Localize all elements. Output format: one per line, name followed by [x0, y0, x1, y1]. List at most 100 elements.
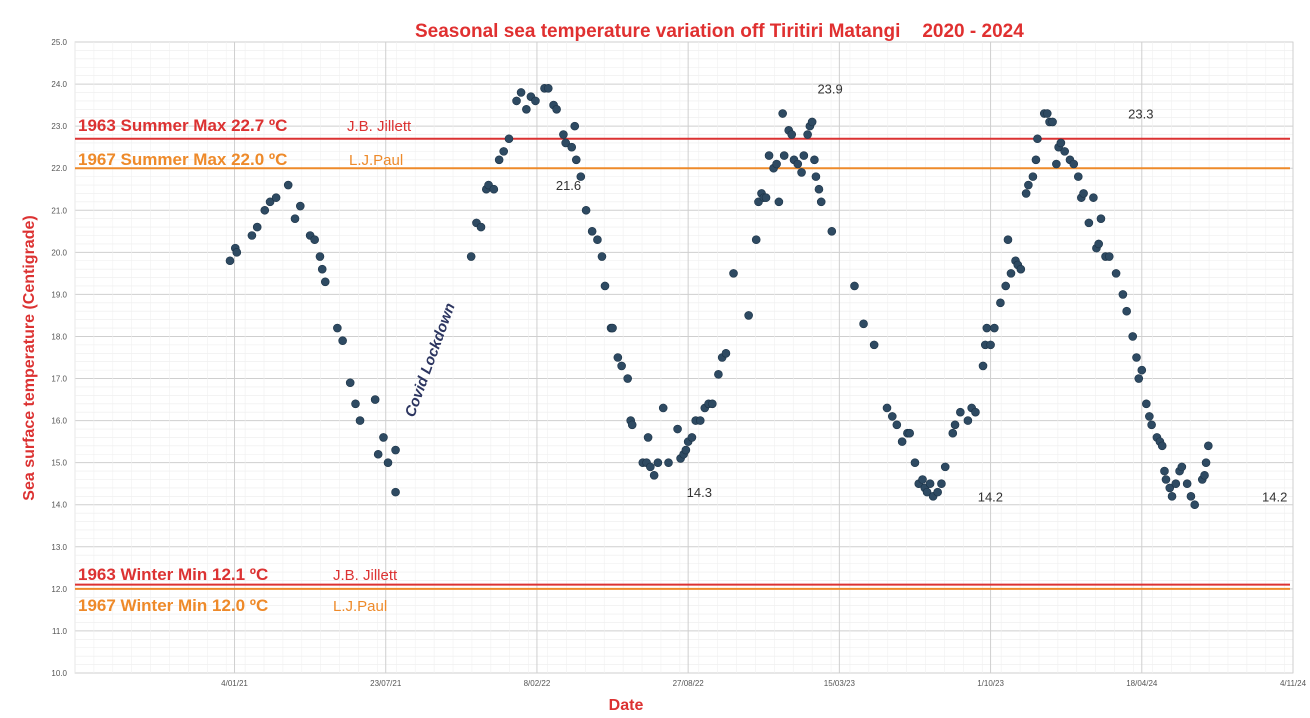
data-point	[559, 130, 568, 139]
x-tick-label: 23/07/21	[370, 679, 402, 688]
data-point	[1104, 252, 1114, 261]
data-point	[687, 433, 697, 442]
y-tick-label: 12.0	[51, 585, 67, 594]
reference-lines: 1963 Summer Max 22.7 ºC J.B. Jillett 1967 …	[75, 116, 1290, 615]
data-point	[571, 155, 581, 165]
data-point	[1006, 269, 1016, 278]
data-point	[778, 109, 787, 118]
data-point	[948, 428, 958, 438]
value-annotation: 14.3	[687, 485, 712, 500]
data-point	[653, 458, 663, 467]
data-point	[379, 433, 388, 442]
data-point	[1111, 269, 1121, 278]
data-point	[561, 138, 570, 148]
data-point	[695, 416, 705, 425]
data-point	[774, 197, 784, 207]
data-point	[982, 323, 992, 333]
data-point	[317, 264, 327, 274]
data-point	[593, 235, 602, 245]
y-tick-labels: 10.0 11.0 12.0 13.0 14.0 15.0 16.0 17.0 18.0 19.0…	[51, 38, 67, 678]
data-point	[810, 155, 819, 165]
data-point	[905, 428, 914, 438]
data-point	[910, 458, 920, 467]
y-tick-label: 19.0	[51, 290, 67, 299]
data-point	[1021, 189, 1031, 198]
data-point	[608, 323, 617, 333]
data-point	[1056, 138, 1066, 148]
data-point	[937, 479, 946, 489]
data-point	[996, 298, 1005, 308]
data-point	[1003, 235, 1013, 245]
plot-area	[74, 41, 1294, 674]
data-point	[1016, 264, 1026, 274]
data-point	[869, 340, 879, 350]
data-point	[963, 416, 973, 425]
data-point	[918, 475, 927, 484]
data-point	[1190, 500, 1200, 510]
grid	[74, 41, 1294, 674]
y-tick-label: 11.0	[52, 627, 68, 636]
data-point	[512, 96, 521, 106]
x-tick-label: 4/11/24	[1280, 679, 1307, 688]
data-point	[721, 348, 731, 358]
data-point	[531, 96, 540, 106]
data-point	[576, 172, 586, 181]
data-point	[1024, 180, 1033, 190]
y-axis-title: Sea surface temperature (Centigrade)	[21, 215, 38, 500]
data-point	[552, 105, 561, 114]
data-point	[1145, 412, 1154, 421]
data-point	[516, 88, 526, 97]
data-point	[811, 172, 821, 181]
reference-line-label: 1967 Summer Max 22.0 ºC	[78, 150, 287, 169]
reference-line-author: J.B. Jillett	[333, 567, 398, 584]
data-point	[466, 252, 476, 261]
value-annotation: 21.6	[556, 178, 581, 193]
x-tick-label: 27/08/22	[673, 679, 705, 688]
data-point	[803, 130, 812, 139]
data-point	[587, 227, 597, 236]
data-point	[597, 252, 607, 261]
data-point	[950, 420, 960, 430]
data-point	[1165, 483, 1175, 493]
reference-line-label: 1967 Winter Min 12.0 ºC	[78, 596, 268, 615]
data-point	[252, 222, 262, 232]
y-tick-label: 18.0	[51, 332, 67, 341]
data-point	[581, 205, 591, 215]
data-point	[933, 487, 942, 497]
reference-line-label: 1963 Summer Max 22.7 ºC	[78, 116, 287, 135]
data-point	[355, 416, 365, 425]
x-tick-label: 18/04/24	[1126, 679, 1158, 688]
data-point	[708, 399, 717, 409]
x-tick-labels: 4/01/21 23/07/21 8/02/22 27/08/22 15/03/23 1/…	[221, 679, 1306, 688]
data-point	[1137, 365, 1147, 375]
x-tick-label: 15/03/23	[824, 679, 856, 688]
data-point	[761, 193, 771, 202]
value-annotation: 23.9	[817, 81, 842, 96]
y-tick-label: 16.0	[51, 417, 67, 426]
data-point	[1182, 479, 1192, 489]
data-point	[649, 470, 659, 480]
value-annotation: 14.2	[1262, 489, 1287, 504]
data-point	[370, 395, 380, 404]
data-point	[978, 361, 988, 371]
data-point	[850, 281, 859, 291]
data-point	[925, 479, 935, 489]
data-point	[1201, 458, 1211, 467]
data-point	[1204, 441, 1213, 451]
data-point	[729, 269, 738, 278]
data-point	[1134, 374, 1144, 383]
data-point	[1031, 155, 1041, 165]
y-tick-label: 15.0	[51, 459, 67, 468]
x-tick-label: 1/10/23	[977, 679, 1004, 688]
data-point	[1084, 218, 1094, 228]
data-point	[283, 180, 293, 190]
data-point	[1122, 306, 1131, 316]
data-point	[764, 151, 774, 160]
data-points	[225, 83, 1213, 510]
data-point	[1142, 399, 1151, 409]
data-point	[290, 214, 300, 223]
data-point	[799, 151, 809, 160]
data-point	[772, 159, 781, 169]
data-point	[543, 83, 553, 93]
